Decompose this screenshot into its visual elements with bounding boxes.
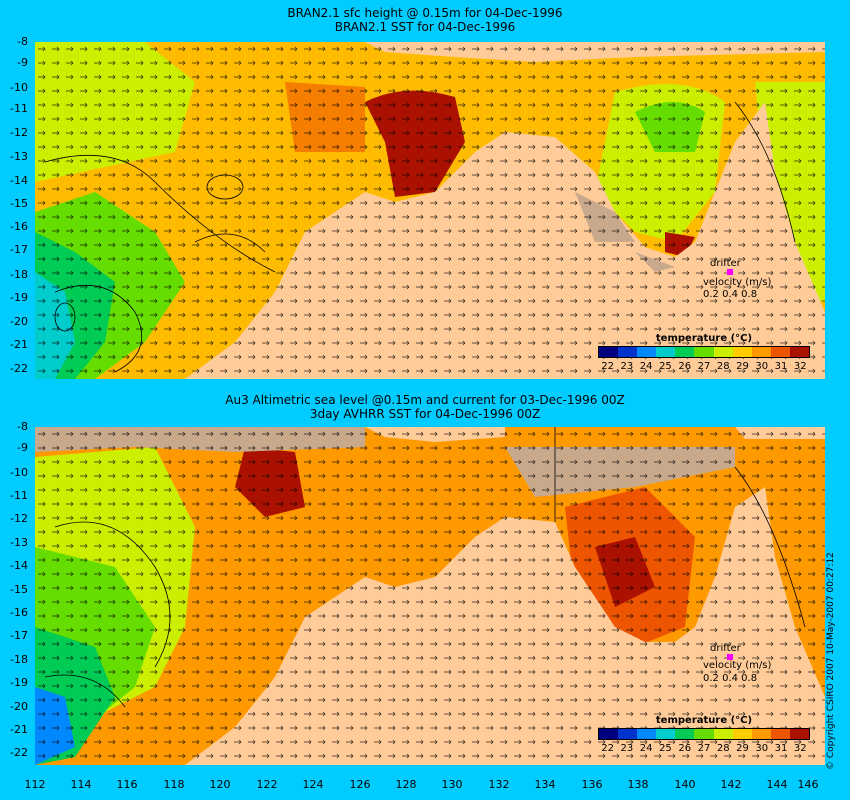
top-panel-title-line2: BRAN2.1 SST for 04-Dec-1996 [334,20,516,34]
y-label: -8 [17,35,28,48]
legend-title: temperature (°C) [655,333,753,344]
top-map-panel [35,42,825,379]
x-label: 128 [395,778,417,791]
y-label: -11 [10,102,28,115]
y-label: -18 [10,653,28,666]
y-label: -20 [10,700,28,713]
y-label: -14 [10,559,28,572]
x-label: 140 [674,778,696,791]
drifter-marker-icon [727,269,733,275]
x-label: 134 [534,778,556,791]
x-label: 130 [441,778,463,791]
x-label: 116 [116,778,138,791]
x-label: 146 [797,778,819,791]
drifter-label-top: drifter [710,258,741,269]
drifter-label-bottom: drifter [710,643,741,654]
y-label: -19 [10,676,28,689]
temperature-legend-bottom: temperature (°C) 22 23 24 25 26 27 28 29 30 31… [598,715,810,754]
y-label: -11 [10,489,28,502]
bottom-panel-title-line1: Au3 Altimetric sea level @0.15m and curr… [225,393,625,407]
velocity-values-top: 0.2 0.4 0.8 [703,289,758,300]
y-label: -21 [10,723,28,736]
bottom-map-panel [35,427,825,765]
y-label: -9 [17,441,28,454]
y-label: -12 [10,126,28,139]
top-panel-title-line1: BRAN2.1 sfc height @ 0.15m for 04-Dec-19… [287,6,563,20]
y-label: -13 [10,536,28,549]
copyright-text: © Copyright CSIRO 2007 10-May-2007 00:27… [826,552,836,770]
velocity-values-bottom: 0.2 0.4 0.8 [703,673,758,684]
y-label: -10 [10,81,28,94]
y-label: -15 [10,197,28,210]
x-label: 120 [209,778,231,791]
x-label: 112 [24,778,46,791]
y-label: -8 [17,420,28,433]
x-label: 126 [349,778,371,791]
x-label: 132 [488,778,510,791]
y-label: -22 [10,746,28,759]
y-label: -22 [10,362,28,375]
legend-ticks: 22 23 24 25 26 27 28 29 30 31 32 [601,361,807,372]
top-sst-map [35,42,825,379]
x-label: 114 [70,778,92,791]
y-label: -21 [10,338,28,351]
x-label: 122 [256,778,278,791]
velocity-label-bottom: velocity (m/s) [703,660,772,671]
legend-title: temperature (°C) [655,715,753,726]
y-label: -15 [10,583,28,596]
legend-colorbar [598,728,810,740]
y-label: -17 [10,243,28,256]
drifter-marker-icon [727,654,733,660]
y-label: -14 [10,174,28,187]
legend-colorbar [598,346,810,358]
y-label: -16 [10,606,28,619]
y-label: -17 [10,629,28,642]
y-label: -20 [10,315,28,328]
temperature-legend-top: temperature (°C) 22 23 24 25 26 27 28 29 30 31… [598,333,810,372]
y-label: -13 [10,150,28,163]
bottom-sst-map [35,427,825,765]
y-label: -12 [10,512,28,525]
x-label: 142 [720,778,742,791]
velocity-label-top: velocity (m/s) [703,277,772,288]
x-label: 138 [627,778,649,791]
x-label: 118 [163,778,185,791]
x-label: 136 [581,778,603,791]
y-label: -18 [10,268,28,281]
y-label: -10 [10,466,28,479]
y-label: -9 [17,56,28,69]
x-label: 124 [302,778,324,791]
y-label: -16 [10,220,28,233]
x-label: 144 [766,778,788,791]
bottom-panel-title-line2: 3day AVHRR SST for 04-Dec-1996 00Z [309,407,541,421]
y-label: -19 [10,291,28,304]
legend-ticks: 22 23 24 25 26 27 28 29 30 31 32 [601,743,807,754]
